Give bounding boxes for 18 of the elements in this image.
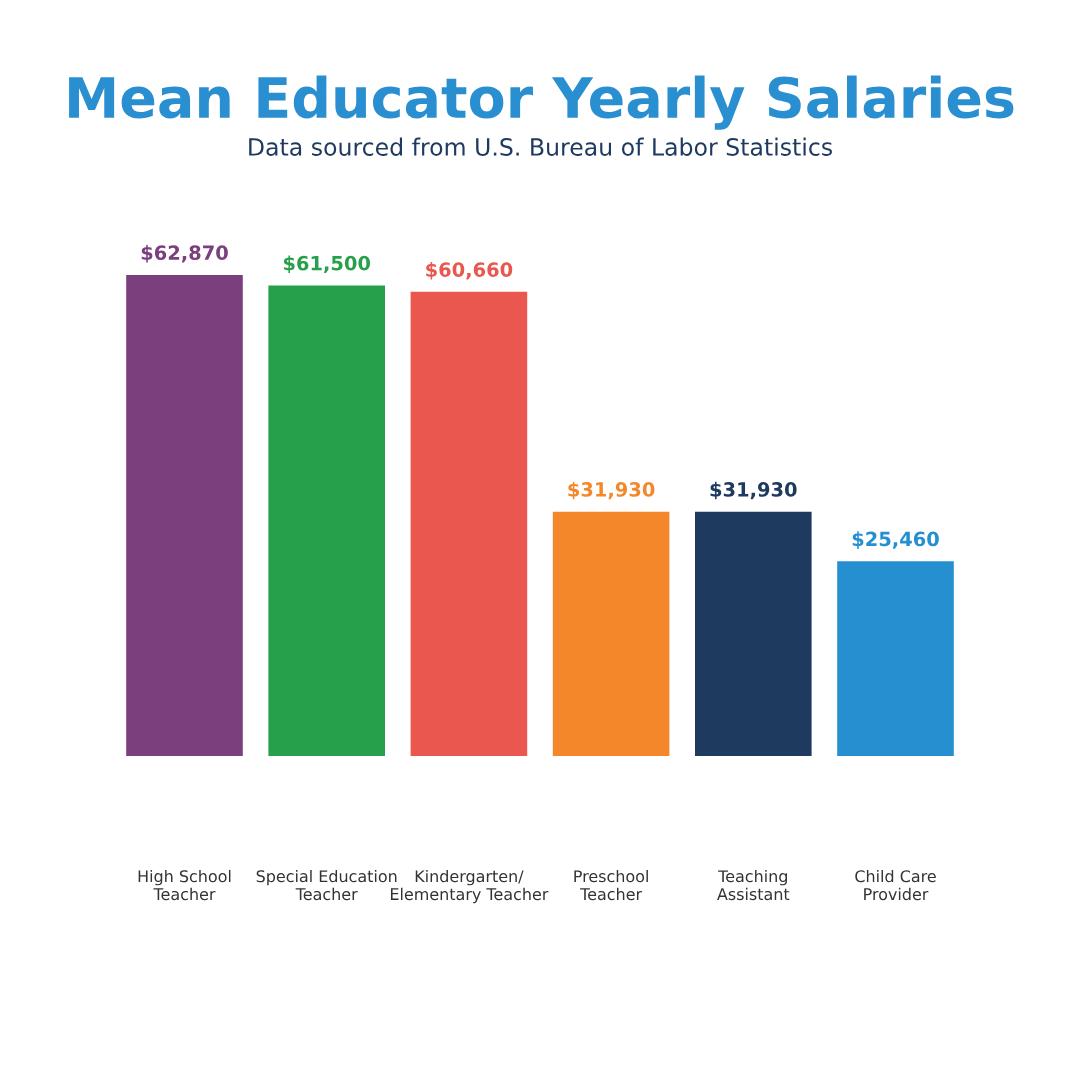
data-label: $31,930 <box>710 481 797 500</box>
data-label: $31,930 <box>568 481 655 500</box>
data-label: $62,870 <box>141 244 228 263</box>
bar <box>837 561 954 756</box>
data-label: $25,460 <box>852 531 939 549</box>
bar <box>552 511 670 756</box>
x-tick-label: Preschool Teacher <box>574 869 648 901</box>
bar <box>695 511 812 756</box>
chart-title: Mean Educator Yearly Salaries <box>69 75 1014 130</box>
bar <box>268 285 385 756</box>
data-label: $60,660 <box>426 261 513 280</box>
bar <box>126 274 243 756</box>
bar <box>410 291 528 756</box>
data-label: $61,500 <box>283 255 371 274</box>
chart-subtitle: Data sourced from U.S. Bureau of Labor Statistics <box>249 137 832 156</box>
x-tick-label: Child Care Provider <box>855 869 936 901</box>
x-tick-label: High School Teacher <box>138 869 231 901</box>
x-tick-label: Teaching Assistant <box>717 869 790 901</box>
